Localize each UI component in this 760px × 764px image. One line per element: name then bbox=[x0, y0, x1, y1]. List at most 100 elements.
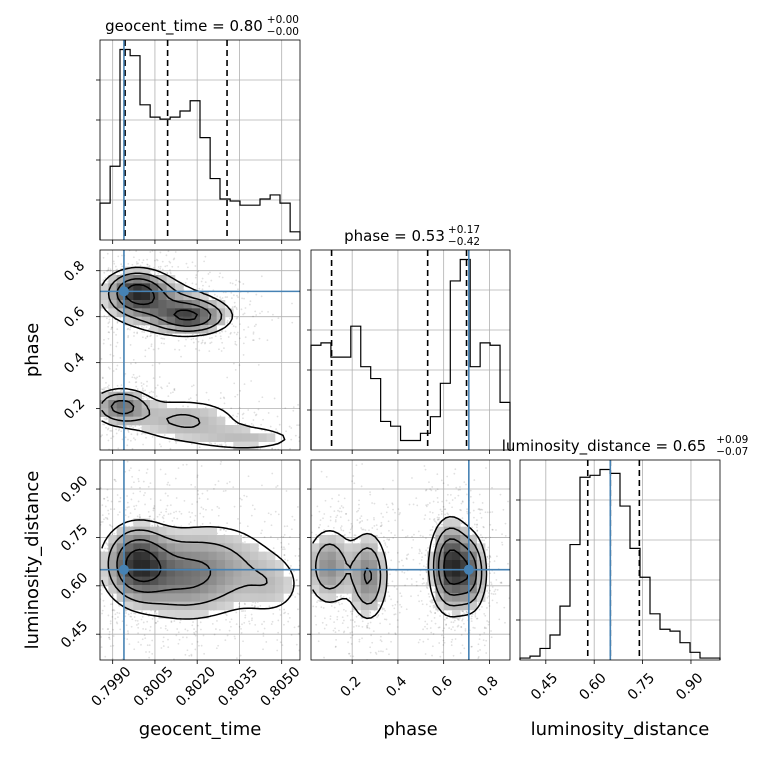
title-minus-phase: −0.42 bbox=[448, 236, 480, 248]
sample-point bbox=[165, 493, 167, 495]
sample-point bbox=[369, 491, 371, 493]
sample-point bbox=[130, 616, 132, 618]
sample-point bbox=[416, 585, 418, 587]
sample-point bbox=[253, 419, 255, 421]
sample-point bbox=[192, 261, 194, 263]
sample-point bbox=[119, 629, 121, 631]
sample-point bbox=[190, 397, 192, 399]
sample-point bbox=[344, 497, 346, 499]
sample-point bbox=[352, 619, 354, 621]
density-cell bbox=[175, 577, 184, 586]
density-cell bbox=[108, 560, 117, 569]
sample-point bbox=[319, 511, 321, 513]
y-tick-label: 0.45 bbox=[58, 618, 91, 651]
sample-point bbox=[411, 547, 413, 549]
sample-point bbox=[113, 370, 115, 372]
sample-point bbox=[169, 484, 171, 486]
sample-point bbox=[198, 645, 200, 647]
sample-point bbox=[198, 341, 200, 343]
sample-point bbox=[241, 308, 243, 310]
sample-point bbox=[111, 526, 113, 528]
sample-point bbox=[284, 554, 286, 556]
sample-point bbox=[229, 481, 231, 483]
sample-point bbox=[429, 596, 431, 598]
density-cell bbox=[242, 593, 251, 602]
sample-point bbox=[380, 522, 382, 524]
sample-point bbox=[384, 618, 386, 620]
sample-point bbox=[208, 399, 210, 401]
sample-point bbox=[107, 489, 109, 491]
sample-point bbox=[382, 609, 384, 611]
sample-point bbox=[392, 537, 394, 539]
density-cell bbox=[158, 292, 167, 301]
sample-point bbox=[487, 511, 489, 513]
density-cell bbox=[225, 577, 234, 586]
sample-point bbox=[236, 657, 238, 659]
sample-point bbox=[254, 325, 256, 327]
density-cell bbox=[167, 593, 176, 602]
sample-point bbox=[137, 641, 139, 643]
sample-point bbox=[142, 398, 144, 400]
sample-point bbox=[422, 578, 424, 580]
sample-point bbox=[186, 637, 188, 639]
sample-point bbox=[139, 487, 141, 489]
sample-point bbox=[243, 342, 245, 344]
sample-point bbox=[157, 273, 159, 275]
density-cell bbox=[142, 593, 151, 602]
sample-point bbox=[462, 611, 464, 613]
sample-point bbox=[491, 511, 493, 513]
sample-point bbox=[379, 622, 381, 624]
sample-point bbox=[239, 281, 241, 283]
sample-point bbox=[201, 507, 203, 509]
sample-point bbox=[133, 335, 135, 337]
sample-point bbox=[234, 306, 236, 308]
sample-point bbox=[492, 586, 494, 588]
truth-point bbox=[119, 286, 129, 296]
sample-point bbox=[404, 584, 406, 586]
density-cell bbox=[242, 577, 251, 586]
density-cell bbox=[225, 560, 234, 569]
sample-point bbox=[427, 504, 429, 506]
sample-point bbox=[139, 514, 141, 516]
sample-point bbox=[483, 613, 485, 615]
density-cell bbox=[217, 585, 226, 594]
sample-point bbox=[438, 517, 440, 519]
sample-point bbox=[242, 283, 244, 285]
density-cell bbox=[192, 593, 201, 602]
density-cell bbox=[158, 577, 167, 586]
density-cell bbox=[200, 408, 209, 417]
sample-point bbox=[127, 335, 129, 337]
sample-point bbox=[138, 501, 140, 503]
sample-point bbox=[206, 490, 208, 492]
sample-point bbox=[143, 259, 145, 261]
sample-point bbox=[390, 598, 392, 600]
sample-point bbox=[388, 595, 390, 597]
sample-point bbox=[101, 646, 103, 648]
sample-point bbox=[482, 502, 484, 504]
sample-point bbox=[146, 621, 148, 623]
sample-point bbox=[168, 382, 170, 384]
sample-point bbox=[484, 615, 486, 617]
sample-point bbox=[189, 516, 191, 518]
histogram-panel-geocent_time: geocent_time = 0.80+0.00−0.00 bbox=[96, 14, 300, 244]
sample-point bbox=[152, 618, 154, 620]
sample-point bbox=[276, 639, 278, 641]
sample-point bbox=[202, 523, 204, 525]
sample-point bbox=[222, 297, 224, 299]
sample-point bbox=[384, 542, 386, 544]
sample-point bbox=[114, 618, 116, 620]
sample-point bbox=[105, 382, 107, 384]
sample-point bbox=[131, 499, 133, 501]
sample-point bbox=[291, 303, 293, 305]
sample-point bbox=[152, 510, 154, 512]
sample-point bbox=[483, 632, 485, 634]
density-cell bbox=[267, 593, 276, 602]
sample-point bbox=[461, 634, 463, 636]
sample-point bbox=[146, 385, 148, 387]
sample-point bbox=[264, 536, 266, 538]
sample-point bbox=[236, 317, 238, 319]
sample-point bbox=[426, 623, 428, 625]
sample-point bbox=[360, 527, 362, 529]
density-cell bbox=[233, 543, 242, 552]
sample-point bbox=[338, 494, 340, 496]
